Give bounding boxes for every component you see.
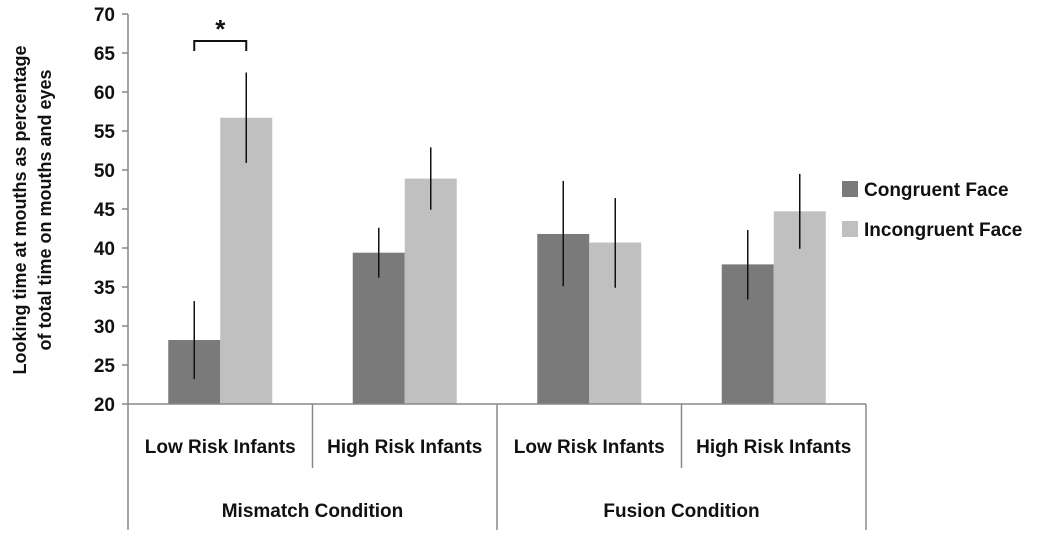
significance-bracket: [193, 40, 248, 51]
y-tick-label: 35: [94, 278, 116, 299]
x-axis: Low Risk Infants High Risk Infants Low Ris…: [127, 403, 867, 530]
x-category-label: Low Risk Infants: [514, 437, 665, 458]
y-axis-label-line: Looking time at mouths as percentage: [10, 45, 30, 374]
x-group-label: Fusion Condition: [603, 501, 759, 522]
error-bars: [193, 72, 801, 380]
bar: [352, 252, 405, 404]
legend-label: Incongruent Face: [864, 220, 1022, 241]
bars: [168, 117, 826, 405]
legend: Congruent Face Incongruent Face: [842, 180, 1022, 241]
y-tick-label: 25: [94, 356, 116, 377]
y-tick-label: 65: [94, 44, 116, 65]
x-group-label: Mismatch Condition: [222, 501, 404, 522]
legend-swatch: [842, 181, 858, 197]
y-axis-label: Looking time at mouths as percentage of t…: [10, 45, 55, 374]
significance-star: *: [215, 14, 226, 44]
y-axis: 20 25 30 35 40 45 50 55 60 65 70: [94, 5, 129, 416]
x-category-label: High Risk Infants: [327, 437, 482, 458]
y-tick-label: 40: [94, 239, 115, 260]
legend-swatch: [842, 221, 858, 237]
y-axis-label-line: of total time on mouths and eyes: [35, 69, 55, 350]
legend-label: Congruent Face: [864, 180, 1009, 201]
y-tick-label: 55: [94, 122, 116, 143]
y-tick-label: 30: [94, 317, 115, 338]
bar: [404, 178, 457, 404]
significance-annotation: *: [193, 14, 248, 51]
bar: [220, 117, 273, 405]
y-tick-label: 70: [94, 5, 115, 26]
y-tick-label: 20: [94, 395, 115, 416]
y-tick-label: 45: [94, 200, 116, 221]
y-tick-label: 60: [94, 83, 115, 104]
x-category-label: Low Risk Infants: [145, 437, 296, 458]
y-tick-label: 50: [94, 161, 115, 182]
x-category-label: High Risk Infants: [696, 437, 851, 458]
